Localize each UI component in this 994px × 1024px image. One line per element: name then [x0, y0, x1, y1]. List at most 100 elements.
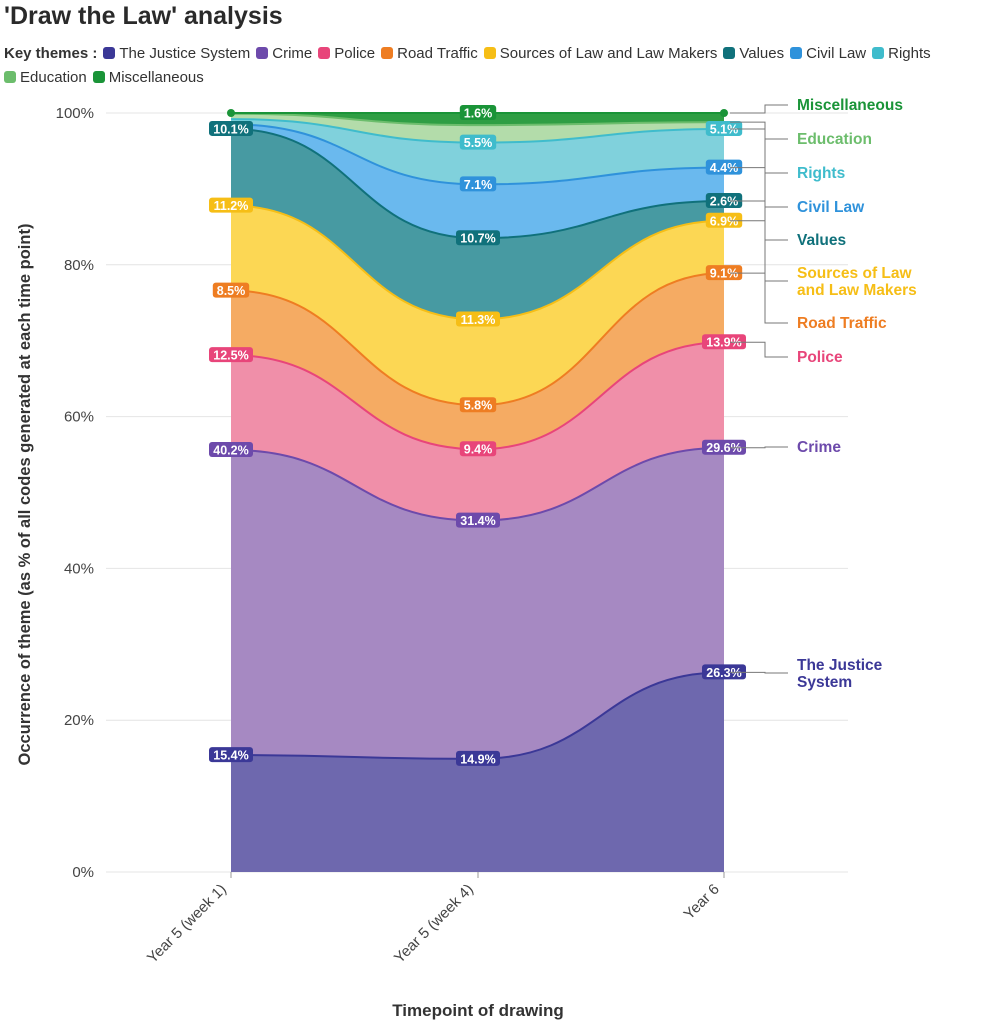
- annotation-education: Education: [797, 131, 872, 148]
- data-label-bg: [209, 120, 253, 136]
- data-label: 4.4%: [710, 161, 739, 175]
- area-civil-law: [231, 124, 724, 239]
- data-label: 9.1%: [710, 267, 739, 281]
- data-label-bg: [209, 747, 253, 763]
- data-label: 8.5%: [217, 284, 246, 298]
- legend-swatch: [790, 47, 803, 59]
- annotation-civil-law: Civil Law: [797, 199, 865, 216]
- data-label-bg: [456, 512, 500, 528]
- x-axis-title: Timepoint of drawing: [392, 1001, 564, 1020]
- legend-swatch: [872, 47, 885, 59]
- data-label-bg: [705, 120, 743, 136]
- leader-line: [730, 104, 788, 114]
- legend-swatch: [103, 47, 116, 59]
- data-label: 12.5%: [213, 349, 248, 363]
- area-values: [231, 128, 724, 320]
- data-label-bg: [705, 212, 743, 228]
- area-road-traffic: [231, 273, 724, 450]
- legend-item-the-justice-system[interactable]: The Justice System: [103, 42, 250, 66]
- annotation-miscellaneous: Miscellaneous: [797, 97, 903, 114]
- leader-line: [730, 446, 788, 449]
- legend-item-police[interactable]: Police: [318, 42, 375, 66]
- legend-item-label: Road Traffic: [397, 45, 478, 62]
- area-rights: [231, 119, 724, 185]
- leader-line: [730, 272, 788, 324]
- annotation-sources-of-law-and-law-makers: and Law Makers: [797, 282, 917, 299]
- annotation-crime: Crime: [797, 439, 841, 456]
- leader-line: [730, 220, 788, 282]
- legend-item-civil-law[interactable]: Civil Law: [790, 42, 866, 66]
- legend-item-label: Education: [20, 69, 87, 86]
- legend-item-label: Crime: [272, 45, 313, 62]
- area-police: [231, 342, 724, 521]
- point-miscellaneous: [720, 109, 728, 117]
- legend-item-miscellaneous[interactable]: Miscellaneous: [92, 66, 204, 90]
- data-label: 11.3%: [461, 313, 496, 327]
- data-label-bg: [209, 441, 253, 457]
- data-label: 40.2%: [213, 443, 248, 457]
- data-label: 5.8%: [464, 399, 493, 413]
- data-label-bg: [456, 750, 500, 766]
- line-education: [230, 112, 725, 127]
- x-tick-label: Year 6: [681, 881, 723, 923]
- data-label: 10.7%: [460, 232, 495, 246]
- annotation-values: Values: [797, 232, 846, 249]
- leader-line: [730, 128, 788, 174]
- data-label-bg: [456, 311, 500, 327]
- legend-item-label: The Justice System: [119, 45, 251, 62]
- point-miscellaneous: [227, 109, 235, 117]
- data-label: 29.6%: [706, 441, 741, 455]
- data-label: 10.1%: [213, 122, 248, 136]
- y-tick-label: 40%: [64, 560, 94, 577]
- data-label-bg: [212, 282, 250, 298]
- data-label-bg: [459, 397, 497, 413]
- x-tick-label: Year 5 (week 4): [391, 881, 477, 967]
- legend: Key themes : The Justice System Crime Polic…: [4, 42, 994, 90]
- data-label: 9.4%: [464, 443, 493, 457]
- data-label-bg: [705, 265, 743, 281]
- area-the-justice-system: [231, 672, 724, 872]
- legend-label: Key themes :: [4, 45, 98, 62]
- annotation-the-justice-system: System: [797, 674, 852, 691]
- legend-item-road-traffic[interactable]: Road Traffic: [381, 42, 478, 66]
- data-label-bg: [209, 197, 253, 213]
- data-label: 14.9%: [460, 752, 495, 766]
- legend-item-label: Civil Law: [806, 45, 867, 62]
- data-label-bg: [459, 176, 497, 192]
- area-crime: [231, 447, 724, 759]
- data-label-bg: [702, 334, 746, 350]
- leader-line: [730, 671, 788, 674]
- data-label-bg: [459, 105, 497, 120]
- legend-swatch: [4, 71, 16, 83]
- data-label: 26.3%: [706, 666, 741, 680]
- leader-line: [730, 167, 788, 208]
- chart-title: 'Draw the Law' analysis: [4, 2, 283, 30]
- y-tick-label: 0%: [72, 864, 94, 881]
- annotation-road-traffic: Road Traffic: [797, 315, 887, 332]
- legend-item-rights[interactable]: Rights: [872, 42, 931, 66]
- legend-item-crime[interactable]: Crime: [256, 42, 312, 66]
- y-axis-title: Occurrence of theme (as % of all codes g…: [16, 224, 34, 766]
- data-label-bg: [459, 441, 497, 457]
- leader-line: [730, 341, 788, 358]
- data-label: 31.4%: [460, 514, 495, 528]
- y-tick-label: 20%: [64, 712, 94, 729]
- legend-item-label: Miscellaneous: [108, 69, 204, 86]
- legend-item-label: Rights: [888, 45, 931, 62]
- y-tick-label: 80%: [64, 257, 94, 274]
- legend-item-education[interactable]: Education: [4, 66, 87, 90]
- y-tick-label: 100%: [56, 105, 94, 122]
- legend-item-sources-of-law-and-law-makers[interactable]: Sources of Law and Law Makers: [483, 42, 717, 66]
- data-label-bg: [705, 193, 743, 209]
- x-tick-label: Year 5 (week 1): [144, 881, 230, 967]
- data-label: 7.1%: [464, 178, 493, 192]
- annotation-sources-of-law-and-law-makers: Sources of Law: [797, 265, 912, 282]
- legend-item-values[interactable]: Values: [723, 42, 784, 66]
- data-label-bg: [702, 439, 746, 455]
- legend-swatch: [318, 47, 331, 59]
- annotation-police: Police: [797, 349, 843, 366]
- data-label: 2.6%: [710, 195, 739, 209]
- legend-swatch: [92, 71, 105, 83]
